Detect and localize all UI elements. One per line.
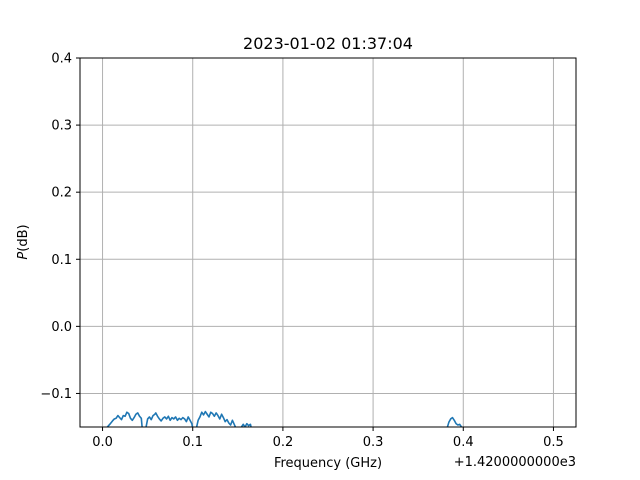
- ticks: [76, 57, 554, 431]
- y-axis-label-unit: (dB): [16, 224, 31, 251]
- x-offset-label: +1.4200000000e3: [454, 455, 576, 470]
- y-axis-label-symbol: P: [16, 252, 31, 260]
- series-line: [240, 422, 252, 427]
- y-tick-label: 0.2: [51, 186, 72, 201]
- series-layer: [106, 410, 464, 427]
- x-tick-label: 0.2: [273, 435, 294, 450]
- y-axis-label: P(dB): [16, 224, 31, 259]
- x-tick-label: 0.5: [543, 435, 564, 450]
- series-line: [195, 410, 237, 427]
- x-axis-label: Frequency (GHz): [274, 456, 382, 471]
- x-tick-labels: 0.0 0.1 0.2 0.3 0.4 0.5: [92, 435, 564, 450]
- y-tick-label: 0.4: [51, 52, 72, 67]
- y-tick-labels: −0.1 0.0 0.1 0.2 0.3 0.4: [40, 52, 72, 402]
- series-line: [446, 416, 464, 427]
- x-tick-label: 0.1: [182, 435, 203, 450]
- y-tick-label: 0.1: [51, 253, 72, 268]
- y-tick-label: −0.1: [40, 387, 72, 402]
- series-line: [106, 411, 143, 427]
- y-tick-label: 0.0: [51, 320, 72, 335]
- x-tick-label: 0.4: [453, 435, 474, 450]
- chart-title: 2023-01-02 01:37:04: [243, 34, 413, 53]
- x-tick-label: 0.3: [363, 435, 384, 450]
- y-tick-label: 0.3: [51, 119, 72, 134]
- x-tick-label: 0.0: [92, 435, 113, 450]
- plot-frame: [79, 57, 577, 428]
- series-line: [145, 412, 194, 427]
